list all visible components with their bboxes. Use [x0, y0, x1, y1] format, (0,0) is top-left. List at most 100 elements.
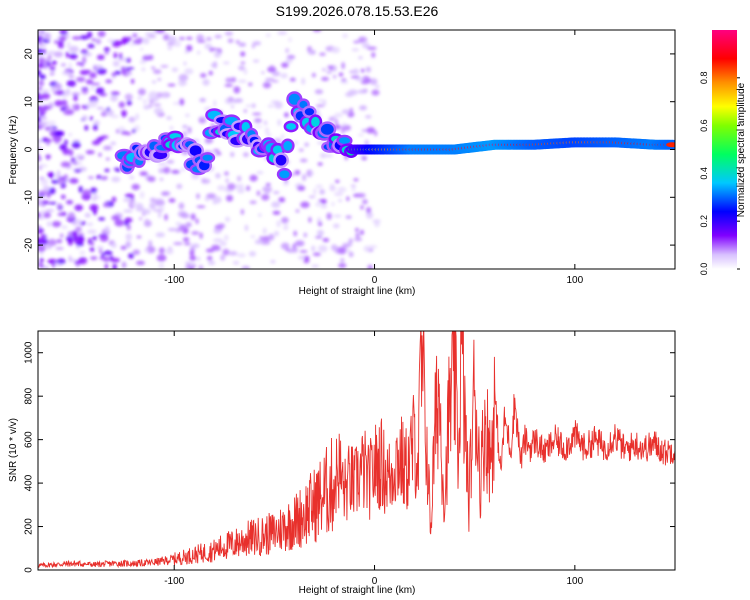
- noise-blob: [38, 231, 43, 234]
- noise-blob: [206, 36, 212, 41]
- noise-blob: [66, 235, 73, 242]
- noise-blob: [362, 199, 368, 205]
- noise-blob: [161, 93, 169, 98]
- noise-blob: [198, 264, 204, 269]
- noise-blob: [43, 211, 51, 219]
- noise-blob: [227, 38, 234, 44]
- noise-blob: [103, 250, 113, 256]
- noise-blob: [96, 174, 102, 180]
- noise-blob: [71, 230, 78, 238]
- noise-blob: [124, 93, 133, 101]
- noise-blob: [135, 260, 146, 266]
- noise-blob: [317, 162, 323, 166]
- noise-blob: [97, 136, 105, 141]
- noise-blob: [360, 205, 364, 210]
- noise-blob: [208, 70, 213, 76]
- noise-blob: [128, 176, 135, 180]
- noise-blob: [105, 157, 110, 161]
- noise-blob: [224, 234, 229, 241]
- noise-blob: [90, 85, 95, 91]
- noise-blob: [78, 257, 88, 265]
- noise-blob: [73, 94, 78, 102]
- colorbar: [712, 30, 737, 269]
- noise-blob: [340, 128, 345, 134]
- noise-blob: [75, 154, 85, 158]
- noise-blob: [281, 62, 289, 68]
- noise-blob: [124, 67, 135, 70]
- noise-blob: [297, 255, 305, 260]
- noise-blob: [38, 111, 41, 116]
- colorbar-label: Normalized spectral amplitude: [736, 82, 747, 217]
- noise-blob: [39, 250, 44, 256]
- noise-blob: [182, 124, 188, 129]
- spectrogram-ytick-label: 20: [24, 48, 35, 60]
- ridge-blob: [202, 154, 213, 161]
- noise-blob: [182, 237, 190, 242]
- noise-blob: [57, 203, 62, 209]
- noise-blob: [355, 227, 359, 232]
- noise-blob: [97, 30, 106, 38]
- spectrogram-xlabel: Height of straight line (km): [299, 286, 416, 297]
- noise-blob: [142, 55, 151, 61]
- noise-blob: [311, 72, 316, 78]
- spectrogram-xtick-label: 100: [566, 275, 583, 286]
- noise-blob: [139, 217, 143, 220]
- noise-blob: [357, 89, 368, 94]
- noise-blob: [147, 176, 156, 182]
- noise-blob: [196, 193, 200, 200]
- noise-blob: [49, 66, 56, 71]
- noise-blob: [87, 31, 93, 38]
- ridge-blob: [338, 137, 351, 144]
- noise-blob: [319, 189, 325, 195]
- noise-blob: [286, 54, 296, 60]
- noise-blob: [252, 59, 260, 63]
- noise-blob: [304, 142, 309, 147]
- noise-blob: [105, 79, 113, 84]
- noise-blob: [132, 33, 138, 38]
- noise-blob: [341, 62, 345, 70]
- noise-blob: [326, 70, 332, 74]
- noise-blob: [59, 143, 67, 151]
- noise-blob: [52, 135, 62, 143]
- noise-blob: [125, 241, 132, 248]
- noise-blob: [125, 233, 132, 241]
- noise-blob: [47, 171, 55, 178]
- noise-blob: [320, 204, 328, 209]
- noise-blob: [92, 197, 97, 201]
- noise-blob: [121, 261, 127, 269]
- colorbar-tick-label: 0.6: [699, 119, 709, 132]
- noise-blob: [38, 262, 43, 268]
- spectrogram-marks: [38, 30, 675, 269]
- noise-blob: [173, 242, 183, 245]
- noise-blob: [225, 77, 233, 83]
- noise-blob: [61, 99, 67, 107]
- colorbar-tick-label: 0.0: [699, 263, 709, 276]
- noise-blob: [87, 176, 94, 179]
- noise-blob: [314, 235, 323, 239]
- noise-blob: [311, 245, 316, 252]
- noise-blob: [171, 170, 180, 174]
- noise-blob: [280, 242, 290, 250]
- noise-blob: [252, 41, 262, 46]
- noise-blob: [281, 216, 289, 224]
- noise-blob: [91, 38, 97, 42]
- noise-blob: [196, 50, 201, 55]
- noise-blob: [132, 249, 141, 255]
- noise-blob: [46, 154, 50, 161]
- noise-blob: [319, 152, 326, 159]
- noise-blob: [224, 216, 231, 223]
- noise-blob: [295, 209, 300, 213]
- noise-blob: [274, 230, 279, 237]
- noise-blob: [175, 221, 182, 227]
- colorbar-tick-label: 0.2: [699, 215, 709, 228]
- noise-blob: [43, 244, 53, 250]
- noise-blob: [153, 198, 164, 202]
- noise-blob: [131, 78, 135, 84]
- noise-blob: [49, 125, 53, 132]
- noise-blob: [210, 62, 218, 68]
- noise-blob: [166, 159, 175, 164]
- noise-blob: [222, 248, 230, 256]
- noise-blob: [360, 68, 365, 73]
- ridge-blob: [279, 170, 290, 179]
- noise-blob: [137, 88, 146, 96]
